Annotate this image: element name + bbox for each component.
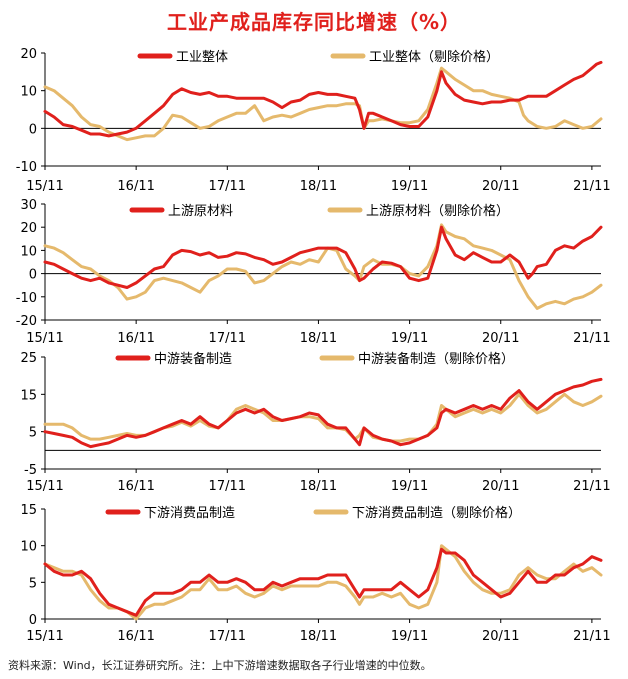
y-tick-label: 0 — [29, 613, 37, 628]
x-tick-label: 17/11 — [209, 629, 246, 644]
x-tick-label: 19/11 — [391, 479, 428, 494]
chart-panel-3: -5 5 15 25 15/11 16/11 17/11 18/11 19/11 20/11 21/… — [20, 351, 610, 494]
x-tick-label: 17/11 — [209, 179, 246, 194]
x-tick-label: 19/11 — [391, 331, 428, 346]
series-line-main — [43, 547, 603, 617]
chart-panel-1: -10 0 10 20 15/11 16/11 17/11 18/11 19/11 20/11 21… — [16, 47, 611, 194]
x-tick-label: 19/11 — [391, 629, 428, 644]
y-tick-label: -20 — [16, 314, 37, 329]
x-tick-label: 17/11 — [209, 331, 246, 346]
y-tick-label: 0 — [29, 268, 37, 283]
legend-label-adjusted: 工业整体（剔除价格） — [369, 49, 499, 65]
legend-label-adjusted: 上游原材料（剔除价格） — [366, 203, 509, 219]
series-line-main — [43, 225, 603, 289]
x-tick-label: 17/11 — [209, 479, 246, 494]
y-tick-label: 5 — [29, 426, 37, 441]
series-line-adjusted — [43, 544, 603, 621]
series-line-adjusted — [43, 66, 603, 142]
x-tick-label: 15/11 — [26, 179, 63, 194]
chart-panel-4: 0 5 10 15 15/11 16/11 17/11 18/11 19/11 20/11 21/1… — [20, 503, 610, 644]
x-tick-label: 20/11 — [482, 179, 519, 194]
y-tick-label: 10 — [20, 244, 37, 259]
x-tick-label: 20/11 — [482, 479, 519, 494]
series-line-main — [43, 377, 603, 449]
x-tick-label: 16/11 — [117, 629, 154, 644]
chart-title: 工业产成品库存同比增速（%） — [166, 10, 462, 34]
y-tick-label: 0 — [29, 122, 37, 137]
y-tick-label: 20 — [20, 221, 37, 236]
y-tick-label: 10 — [20, 85, 37, 100]
x-tick-label: 20/11 — [482, 331, 519, 346]
y-tick-label: -5 — [24, 463, 37, 478]
x-tick-label: 21/11 — [573, 479, 610, 494]
y-tick-label: 15 — [20, 388, 37, 403]
series-line-main — [43, 60, 603, 138]
chart-panel-2: -20 -10 0 10 20 30 15/11 16/11 17/11 18/11 19/11 20… — [16, 198, 611, 346]
y-tick-label: -10 — [16, 160, 37, 175]
x-tick-label: 15/11 — [26, 629, 63, 644]
y-tick-label: 30 — [20, 198, 37, 213]
x-tick-label: 20/11 — [482, 629, 519, 644]
x-tick-label: 18/11 — [300, 331, 337, 346]
legend-label-main: 中游装备制造 — [154, 351, 232, 367]
y-tick-label: 20 — [20, 47, 37, 62]
x-tick-label: 16/11 — [117, 331, 154, 346]
x-tick-label: 18/11 — [300, 479, 337, 494]
legend-label-main: 上游原材料 — [168, 204, 233, 219]
y-tick-label: 15 — [20, 503, 37, 518]
x-tick-label: 18/11 — [300, 629, 337, 644]
y-tick-label: -10 — [16, 291, 37, 306]
source-footnote: 资料来源：Wind，长江证券研究所。注：上中下游增速数据取各子行业增速的中位数。 — [8, 659, 432, 672]
legend-label-main: 工业整体 — [176, 50, 228, 65]
x-tick-label: 15/11 — [26, 479, 63, 494]
x-tick-label: 18/11 — [300, 179, 337, 194]
y-tick-label: 25 — [20, 351, 37, 366]
x-tick-label: 21/11 — [573, 331, 610, 346]
x-tick-label: 21/11 — [573, 179, 610, 194]
series-line-adjusted — [43, 223, 603, 310]
legend-label-adjusted: 下游消费品制造（剔除价格） — [352, 505, 521, 521]
y-tick-label: 5 — [29, 576, 37, 591]
x-tick-label: 19/11 — [391, 179, 428, 194]
y-tick-label: 10 — [20, 540, 37, 555]
x-tick-label: 15/11 — [26, 331, 63, 346]
x-tick-label: 16/11 — [117, 179, 154, 194]
x-tick-label: 21/11 — [573, 629, 610, 644]
x-tick-label: 16/11 — [117, 479, 154, 494]
legend-label-main: 下游消费品制造 — [144, 506, 235, 521]
legend-label-adjusted: 中游装备制造（剔除价格） — [358, 351, 514, 367]
